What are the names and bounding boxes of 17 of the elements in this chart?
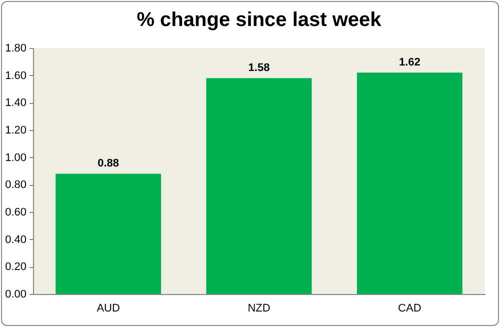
x-tick-label: NZD	[248, 302, 270, 314]
y-tick-label: 1.80	[5, 42, 26, 54]
y-tick-label: 1.60	[5, 70, 26, 82]
chart-title: % change since last week	[136, 9, 382, 31]
y-tick-label: 1.20	[5, 124, 26, 136]
y-tick-label: 1.40	[5, 97, 26, 110]
data-label: 1.62	[398, 56, 420, 69]
y-tick-label: 0.40	[5, 234, 26, 246]
data-label: 1.58	[248, 62, 270, 74]
y-tick-label: 0.60	[5, 206, 26, 218]
y-tick-label: 1.00	[5, 152, 26, 164]
x-tick-label: CAD	[398, 302, 422, 314]
y-tick-label: 0.80	[5, 179, 26, 192]
y-tick-label: 0.00	[5, 288, 26, 300]
data-label: 0.88	[98, 158, 120, 170]
x-tick-label: AUD	[96, 302, 120, 314]
y-tick-label: 0.20	[5, 261, 26, 274]
